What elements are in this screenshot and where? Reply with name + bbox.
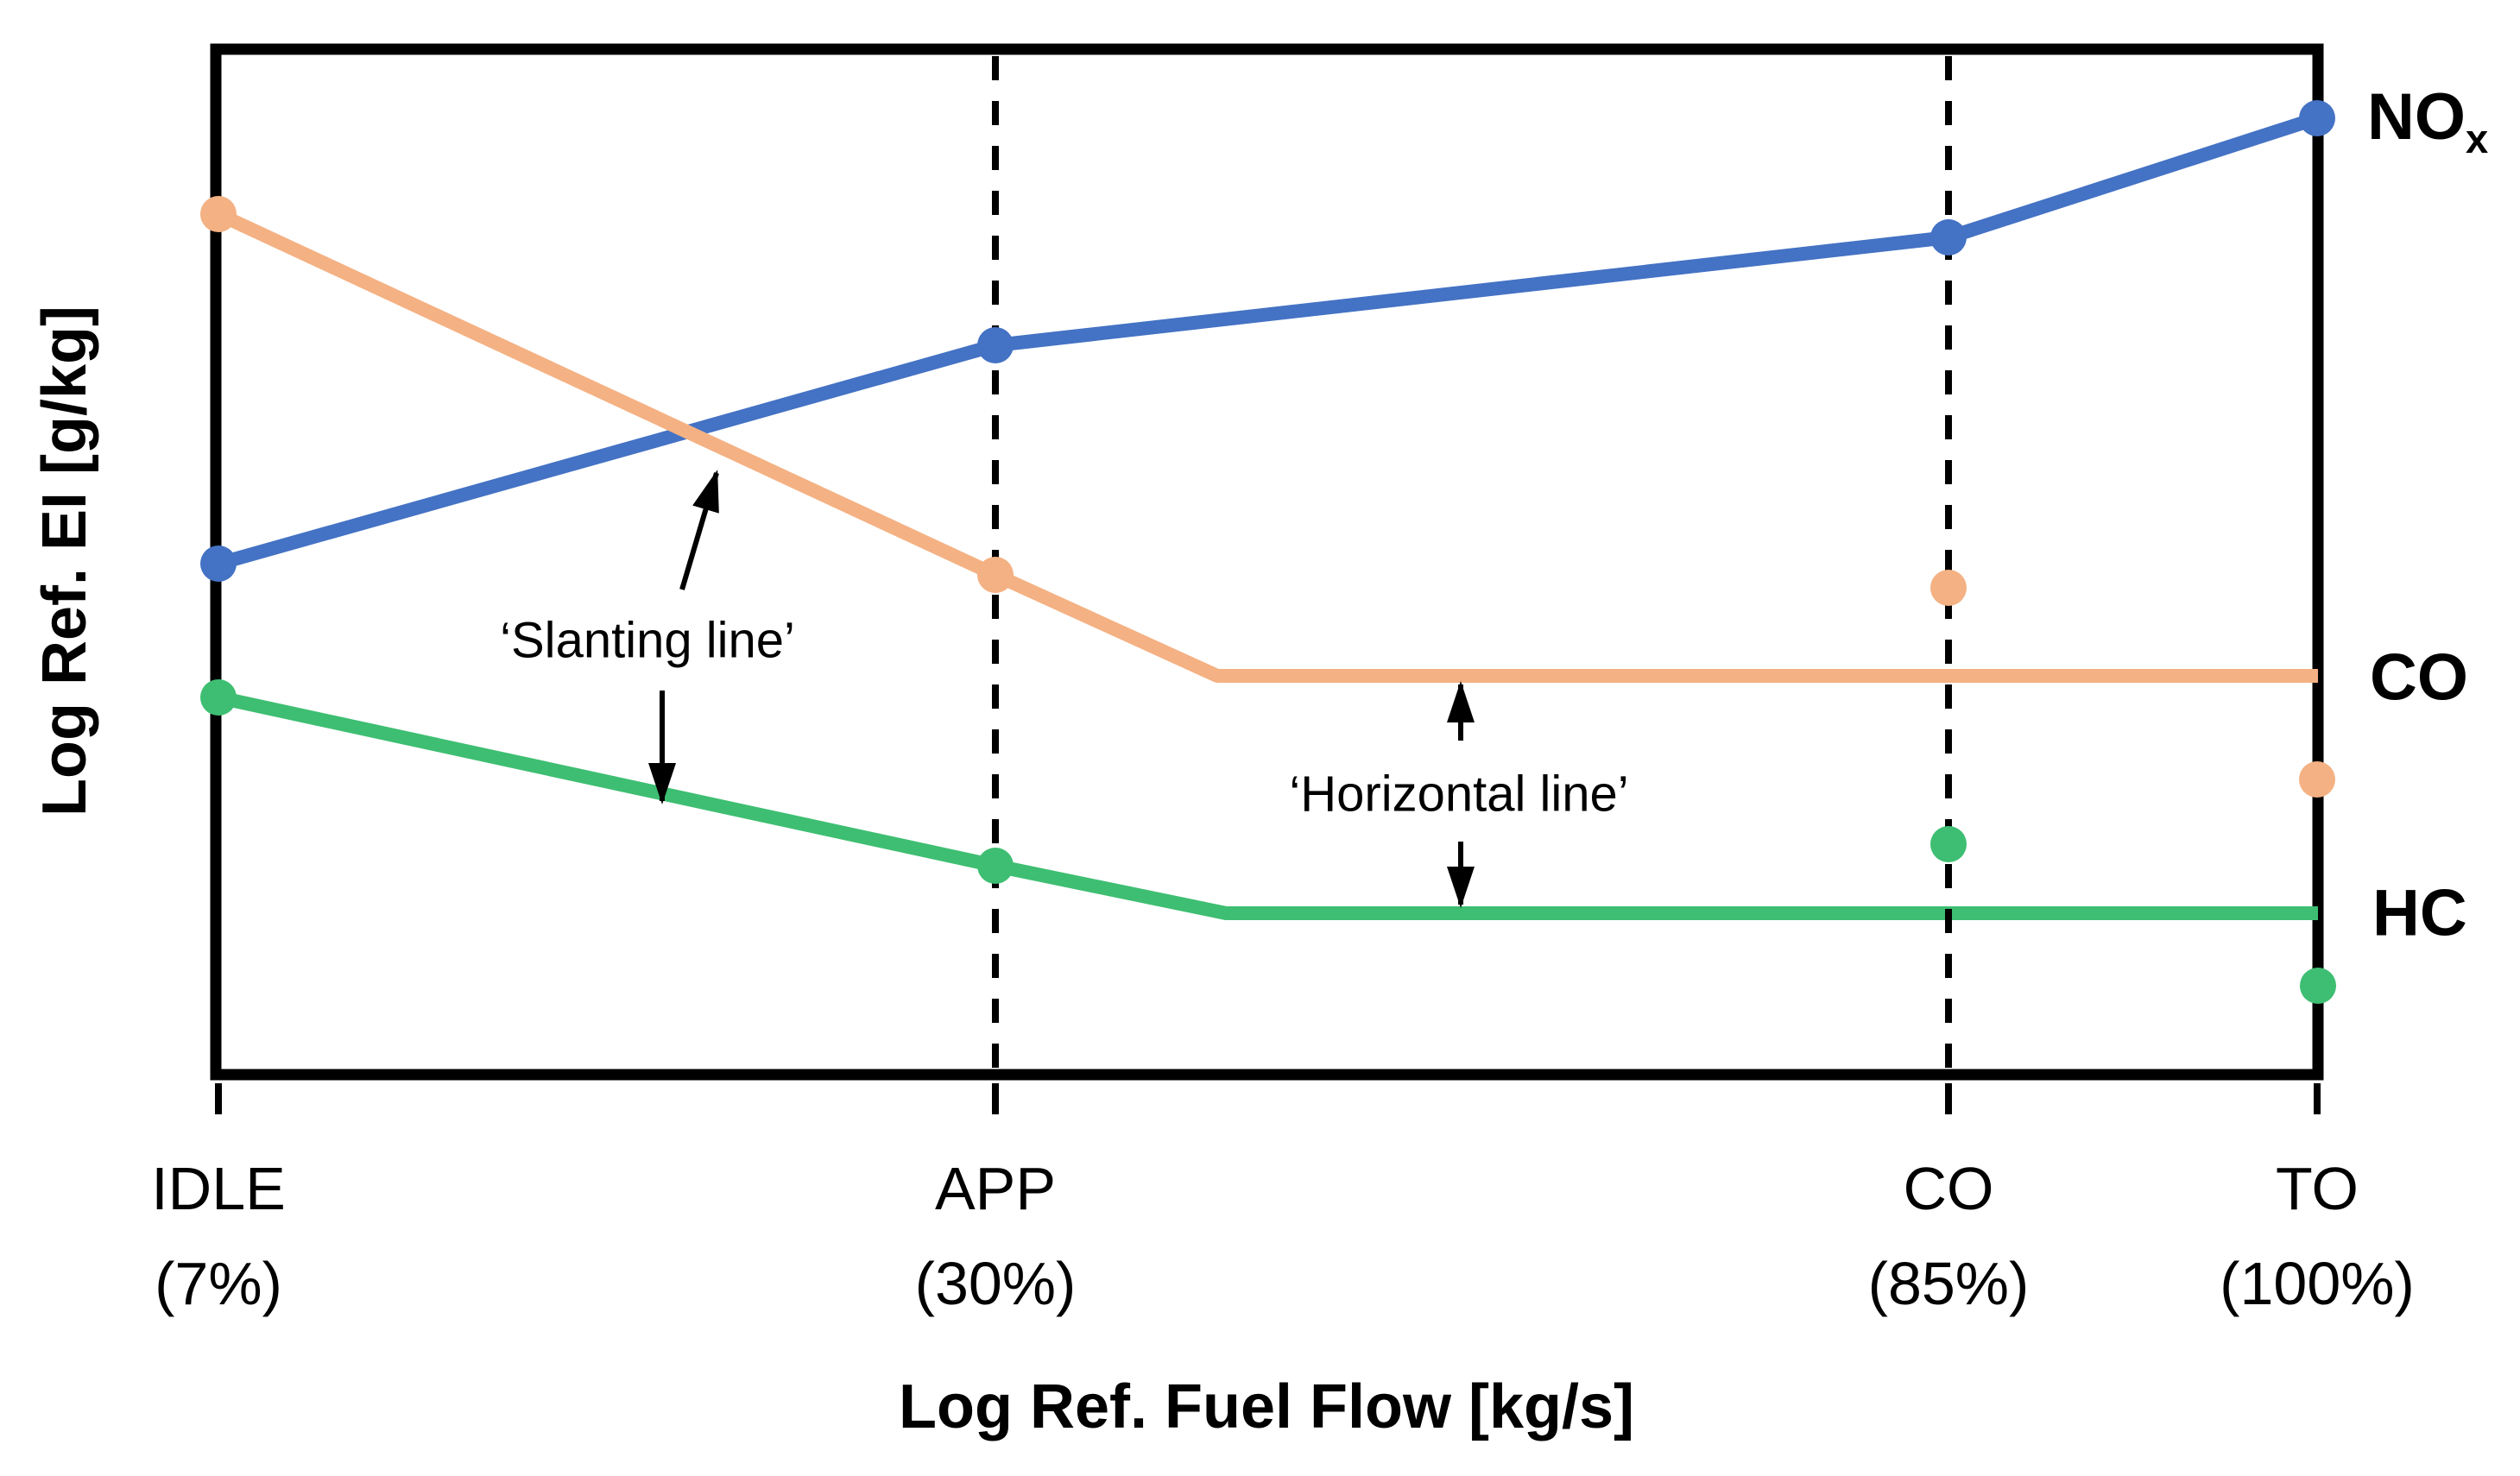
co-line <box>215 207 2318 683</box>
co-marker <box>200 196 237 232</box>
nox-marker <box>2299 100 2335 136</box>
hc-marker <box>977 848 1014 884</box>
plot-border <box>210 43 2324 1081</box>
x-tick-label-co: CO (85%) <box>1868 1141 2030 1331</box>
series-label-nox-main: NO <box>2367 79 2466 154</box>
tick-line2: (7%) <box>155 1250 282 1317</box>
x-tick-label-app: APP (30%) <box>915 1141 1077 1331</box>
co-outlier-marker <box>2299 761 2335 798</box>
x-tick-label-idle: IDLE (7%) <box>151 1141 286 1331</box>
annotation-arrow-slanting-line-0 <box>679 470 719 590</box>
chart-geometry <box>200 43 2336 1114</box>
tick-line2: (85%) <box>1867 1250 2030 1317</box>
tick-line1: TO <box>2276 1155 2359 1222</box>
co-outlier-marker <box>1930 570 1967 606</box>
series-label-co: CO <box>2370 640 2468 715</box>
x-axis-title: Log Ref. Fuel Flow [kg/s] <box>899 1372 1634 1441</box>
tick-line2: (100%) <box>2220 1250 2415 1317</box>
y-axis-title: Log Ref. EI [g/kg] <box>30 306 99 817</box>
tick-line1: CO <box>1903 1155 1994 1222</box>
nox-line <box>216 111 2320 571</box>
series-label-nox-sub: x <box>2466 116 2489 162</box>
tick-line2: (30%) <box>914 1250 1077 1317</box>
nox-marker <box>1930 219 1967 255</box>
series-label-hc: HC <box>2372 876 2467 950</box>
tick-line1: IDLE <box>151 1155 286 1222</box>
hc-outlier-marker <box>1930 826 1967 862</box>
x-tick-label-to: TO (100%) <box>2220 1141 2415 1331</box>
hc-outlier-marker <box>2300 968 2336 1004</box>
tick-line1: APP <box>934 1155 1057 1222</box>
series-label-nox: NOx <box>2367 79 2488 162</box>
hc-marker <box>200 679 237 716</box>
annotation-horizontal-line: ‘Horizontal line’ <box>1289 766 1629 823</box>
hc-line <box>217 691 2318 920</box>
nox-marker <box>977 327 1014 363</box>
nox-marker <box>200 546 237 582</box>
annotation-slanting-line: ‘Slanting line’ <box>500 612 795 669</box>
co-marker <box>977 557 1014 593</box>
